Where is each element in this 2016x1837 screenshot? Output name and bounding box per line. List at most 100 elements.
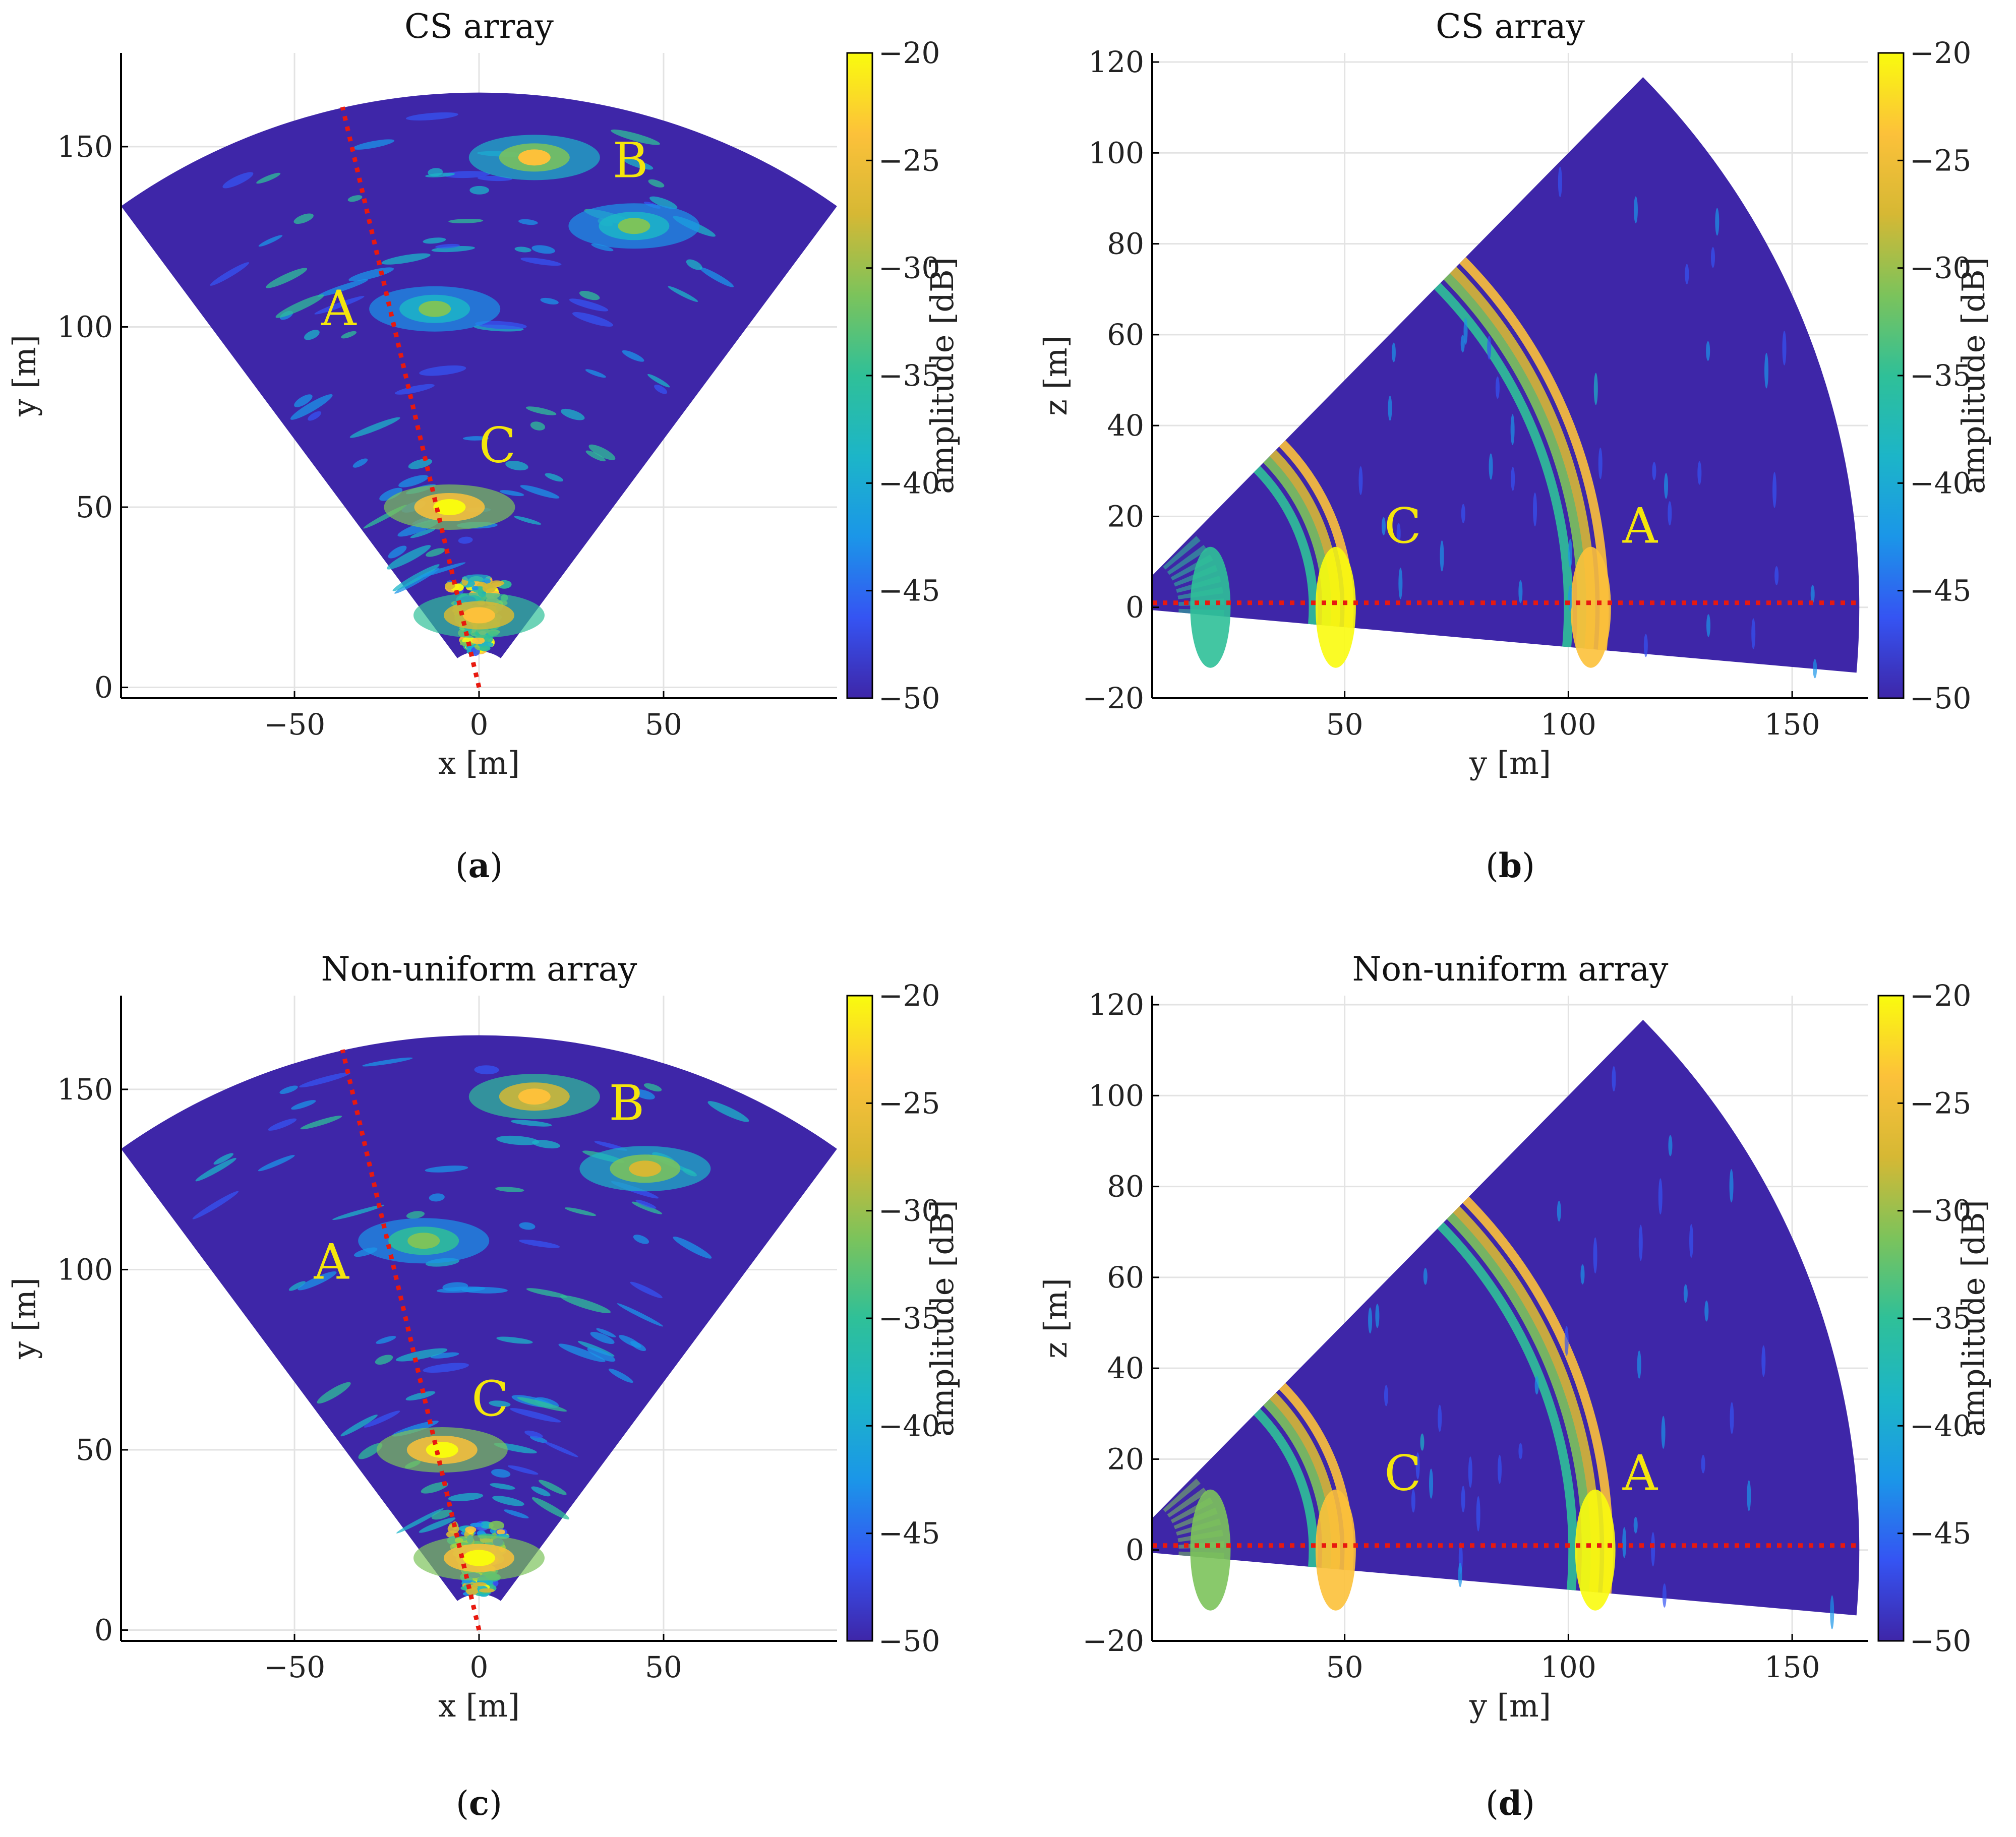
streak — [558, 1343, 606, 1362]
streak — [634, 1089, 655, 1100]
streak — [686, 259, 702, 270]
x-tick-label: 0 — [470, 707, 489, 742]
streak — [585, 450, 606, 462]
streak — [617, 1303, 664, 1327]
colorbar-tick-label: −25 — [878, 1086, 940, 1120]
streak — [1658, 1178, 1663, 1215]
streak — [298, 1271, 337, 1291]
streak — [352, 139, 395, 150]
streak — [608, 1368, 633, 1383]
streak — [590, 1331, 615, 1344]
streak — [654, 385, 668, 394]
streak — [495, 1187, 524, 1192]
streak — [423, 237, 446, 244]
streak — [668, 286, 698, 302]
streak — [340, 1415, 378, 1437]
speckle — [479, 645, 491, 651]
y-tick-label: 80 — [1107, 227, 1144, 261]
streak — [673, 1236, 712, 1259]
streak — [279, 1085, 298, 1094]
streak — [588, 444, 616, 460]
streak — [1701, 1454, 1705, 1474]
chart-panel-c: A B C −50 0 50 0 50 100 150 x [m] y [m] Non-uniform … — [6, 950, 961, 1823]
streak — [435, 243, 460, 249]
x-axis-label: y [m] — [1469, 745, 1551, 781]
streak — [611, 129, 660, 145]
speckle — [469, 1584, 478, 1590]
colorbar-label: amplitude [dB] — [1955, 1200, 1992, 1437]
streak — [518, 219, 538, 225]
x-tick-label: −50 — [264, 707, 325, 742]
streak — [1706, 341, 1710, 361]
streak — [505, 460, 528, 471]
streak — [1633, 1516, 1638, 1534]
colorbar-tick-label: −20 — [1910, 36, 1971, 70]
y-tick-label: 100 — [57, 310, 113, 344]
streak — [288, 1281, 306, 1291]
streak — [1598, 447, 1603, 479]
target-label-c: C — [1384, 498, 1421, 554]
streak — [1643, 634, 1648, 657]
y-tick-label: 60 — [1107, 1260, 1144, 1295]
streak — [362, 1057, 413, 1067]
streak — [462, 574, 491, 582]
y-tick-label: 60 — [1107, 318, 1144, 352]
streak — [544, 1441, 578, 1457]
target-label-b: B — [613, 133, 648, 189]
speckle — [473, 1582, 487, 1586]
y-tick-label: 120 — [1088, 45, 1144, 79]
streak — [1558, 166, 1562, 198]
streak — [410, 528, 436, 538]
speckle — [472, 637, 485, 644]
streak — [529, 1436, 548, 1443]
streak — [1358, 466, 1363, 495]
streak — [1411, 1489, 1415, 1513]
streak — [1810, 585, 1815, 603]
streak — [624, 159, 654, 170]
streak — [587, 1348, 616, 1362]
streak — [1782, 331, 1787, 365]
streak — [308, 411, 322, 421]
streak — [1593, 373, 1598, 405]
streak — [1638, 1224, 1643, 1261]
y-tick-label: 150 — [57, 130, 113, 164]
streak — [1391, 342, 1396, 362]
colorbar-tick-label: −35 — [1910, 358, 1971, 393]
streak — [1774, 566, 1779, 585]
hotspot-core — [518, 149, 551, 166]
y-tick-label: 80 — [1107, 1170, 1144, 1204]
streak — [425, 1166, 468, 1173]
streak — [406, 1211, 425, 1219]
colorbar-tick-label: −35 — [878, 1301, 940, 1335]
streak — [591, 243, 614, 252]
streak — [585, 369, 606, 378]
streak — [405, 112, 458, 120]
streak — [332, 1204, 384, 1220]
colorbar: −20 −25 −30 −35 −40 −45 −50 amplitude [dB] — [846, 36, 961, 715]
y-axis-label: y [m] — [6, 1277, 43, 1360]
speckle — [480, 1521, 492, 1529]
y-axis-label: y [m] — [6, 335, 43, 417]
sector-image — [1152, 1020, 1860, 1630]
y-tick-label: 0 — [94, 670, 113, 705]
colorbar-tick-label: −30 — [878, 251, 940, 285]
streak — [1518, 1443, 1523, 1459]
streak — [1612, 1066, 1616, 1092]
colorbar-tick-label: −45 — [878, 574, 940, 608]
y-tick-label: 100 — [1088, 1078, 1144, 1113]
streak — [1487, 335, 1492, 360]
colorbar-tick-label: −35 — [878, 358, 940, 393]
hotspot-core — [419, 300, 451, 317]
streak — [442, 171, 490, 178]
streak — [631, 1201, 663, 1214]
streak — [364, 1411, 400, 1428]
streak — [213, 1153, 233, 1165]
streak — [425, 172, 455, 177]
streak — [426, 548, 445, 557]
y-tick-label: 0 — [94, 1613, 113, 1647]
hotspot-core — [1315, 1489, 1356, 1611]
streak — [707, 1101, 749, 1122]
target-label-c: C — [1384, 1445, 1421, 1501]
streak — [1652, 462, 1656, 480]
streak — [648, 179, 665, 188]
